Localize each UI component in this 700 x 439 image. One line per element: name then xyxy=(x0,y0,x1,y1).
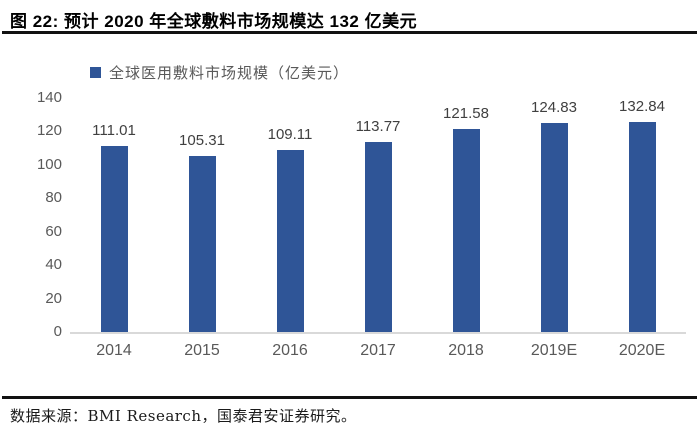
bar-value-label: 105.31 xyxy=(179,131,225,149)
bar-slot: 113.77 xyxy=(334,98,422,332)
y-axis-tick: 40 xyxy=(45,256,62,274)
title-divider-line xyxy=(2,31,697,34)
y-axis-tick: 80 xyxy=(45,189,62,207)
bar-slot: 109.11 xyxy=(246,98,334,332)
bar-chart: 0 20 40 60 80 100 120 140 111.01 105.31 109.11 113… xyxy=(0,88,700,378)
y-axis-tick: 120 xyxy=(36,122,62,140)
legend-swatch-icon xyxy=(90,67,101,78)
x-axis-labels: 2014 2015 2016 2017 2018 2019E 2020E xyxy=(70,342,686,360)
x-axis-label: 2015 xyxy=(184,342,220,359)
bar xyxy=(452,128,480,332)
y-axis: 0 20 40 60 80 100 120 140 xyxy=(0,88,62,342)
bar-slot: 121.58 xyxy=(422,98,510,332)
bar-slot: 124.83 xyxy=(510,98,598,332)
chart-legend: 全球医用敷料市场规模（亿美元） xyxy=(90,62,349,83)
bar xyxy=(100,146,128,332)
plot-area: 111.01 105.31 109.11 113.77 121.58 124.83 132.… xyxy=(70,98,686,334)
y-axis-tick: 100 xyxy=(36,155,62,173)
bar xyxy=(364,141,392,332)
y-axis-tick: 60 xyxy=(45,222,62,240)
bar xyxy=(540,123,568,332)
data-source-note: 数据来源：BMI Research，国泰君安证券研究。 xyxy=(10,407,357,425)
y-axis-tick: 0 xyxy=(53,323,62,340)
x-axis-label: 2018 xyxy=(448,342,484,359)
bar-value-label: 121.58 xyxy=(443,104,489,122)
bar xyxy=(188,155,216,332)
legend-label: 全球医用敷料市场规模（亿美元） xyxy=(109,64,350,82)
bar xyxy=(276,149,304,332)
bar xyxy=(628,122,656,332)
bars-row: 111.01 105.31 109.11 113.77 121.58 124.83 132.… xyxy=(70,98,686,332)
bar-slot: 111.01 xyxy=(70,98,158,332)
x-axis-label: 2014 xyxy=(96,342,132,359)
bar-slot: 105.31 xyxy=(158,98,246,332)
footer-divider-line xyxy=(2,396,697,399)
bar-value-label: 132.84 xyxy=(619,98,665,115)
y-axis-tick: 140 xyxy=(36,89,62,106)
bar-value-label: 124.83 xyxy=(531,99,577,117)
x-axis-label: 2019E xyxy=(530,342,578,359)
bar-value-label: 111.01 xyxy=(92,122,136,140)
figure-title: 图 22: 预计 2020 年全球敷料市场规模达 132 亿美元 xyxy=(10,12,418,31)
x-axis-label: 2020E xyxy=(618,342,666,359)
bar-slot: 132.84 xyxy=(598,98,686,332)
x-axis-label: 2017 xyxy=(360,342,396,359)
x-axis-label: 2016 xyxy=(272,342,308,359)
bar-value-label: 113.77 xyxy=(355,117,401,135)
y-axis-tick: 20 xyxy=(45,289,62,307)
bar-value-label: 109.11 xyxy=(267,125,313,143)
